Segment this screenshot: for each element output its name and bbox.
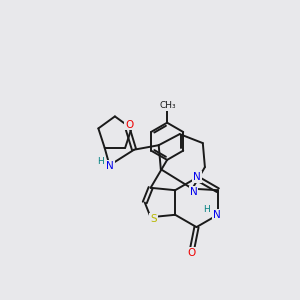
Text: N: N [213, 210, 221, 220]
Text: H: H [203, 205, 210, 214]
Text: O: O [125, 119, 133, 130]
Text: N: N [106, 161, 114, 171]
Text: N: N [193, 172, 201, 182]
Text: H: H [97, 157, 104, 166]
Text: S: S [150, 214, 157, 224]
Text: O: O [188, 248, 196, 258]
Text: CH₃: CH₃ [159, 101, 176, 110]
Text: N: N [190, 187, 197, 197]
